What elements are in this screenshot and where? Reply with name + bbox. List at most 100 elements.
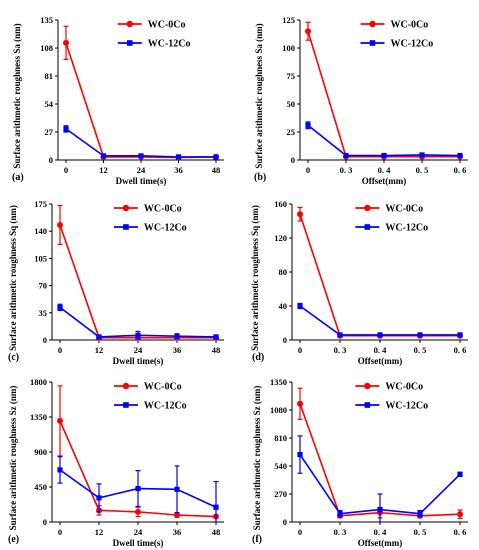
data-point	[417, 332, 423, 338]
x-tick-label: 36	[173, 345, 182, 355]
series-line	[299, 213, 460, 337]
x-tick-label: 0. 3	[334, 527, 347, 537]
legend-entry: WC-12Co	[355, 223, 428, 234]
legend-marker	[364, 204, 371, 212]
legend-label: WC-12Co	[385, 401, 428, 412]
panel-c: 0 35 70 105 140 175 0 12 24 36 48 Dwell time(s) Surf…	[8, 199, 224, 366]
series-WC-12Co	[297, 302, 463, 338]
data-point	[174, 512, 180, 518]
x-tick-label: 36	[174, 165, 183, 175]
legend-entry: WC-0Co	[117, 20, 186, 31]
x-tick-label: 36	[173, 527, 182, 537]
data-point	[57, 304, 63, 310]
data-point	[63, 126, 69, 132]
panel-e: 0 450 900 1350 1800 0 12 24 36 48 Dwell time(s) Sur…	[8, 377, 224, 548]
series-line	[65, 42, 217, 159]
series-line	[299, 305, 460, 336]
data-point	[337, 511, 343, 517]
y-axis-label: Surface arithmetic roughness Sa (nm)	[12, 23, 22, 168]
y-axis-label: Surface arithmetic roughness Sa (nm)	[254, 23, 264, 168]
data-point	[213, 504, 219, 510]
series-WC-12Co	[305, 121, 463, 159]
legend-label: WC-0Co	[390, 20, 428, 31]
series-WC-12Co	[63, 125, 219, 160]
y-tick-label: 540	[274, 461, 287, 471]
y-tick-label: 105	[34, 253, 47, 263]
x-tick-label: 0. 4	[374, 345, 388, 355]
y-axis-label: Surface arithmetic roughness Sq (nm)	[8, 205, 18, 351]
y-tick-label: 25	[287, 127, 296, 137]
x-tick-label: 12	[95, 345, 104, 355]
x-tick-label: 48	[212, 345, 221, 355]
legend-label: WC-0Co	[144, 382, 182, 393]
data-point	[96, 334, 102, 340]
y-tick-label: 175	[34, 199, 47, 209]
data-point	[419, 152, 425, 158]
x-tick-label: 48	[212, 165, 221, 175]
data-point	[135, 332, 141, 338]
legend-entry: WC-0Co	[113, 382, 182, 393]
legend-entry: WC-0Co	[355, 204, 423, 215]
x-tick-label: 0. 6	[454, 527, 467, 537]
y-tick-label: 1080	[270, 405, 287, 415]
data-point	[305, 122, 311, 128]
panel-d: 0 40 80 120 160 0 0. 3 0. 4 0. 5 0. 6 Offset(mm) Su…	[250, 199, 468, 366]
y-tick-label: 0	[49, 155, 53, 165]
x-tick-label: 0. 6	[454, 165, 467, 175]
y-tick-label: 80	[279, 267, 288, 277]
data-point	[297, 211, 303, 218]
data-point	[457, 511, 463, 518]
x-tick-label: 0. 6	[454, 345, 467, 355]
legend-marker	[123, 402, 129, 408]
legend-marker	[364, 402, 371, 408]
series-line	[307, 124, 461, 157]
x-tick-label: 24	[134, 527, 143, 537]
data-point	[213, 334, 219, 340]
y-tick-label: 810	[274, 433, 287, 443]
y-tick-label: 1350	[270, 377, 287, 387]
y-tick-label: 0	[43, 335, 47, 345]
data-point	[417, 511, 423, 517]
legend-entry: WC-12Co	[355, 401, 428, 412]
data-point	[297, 303, 303, 309]
data-point	[343, 152, 349, 159]
data-point	[377, 332, 383, 338]
y-tick-label: 75	[287, 71, 296, 81]
legend-label: WC-12Co	[385, 223, 428, 234]
y-tick-label: 1800	[30, 377, 47, 387]
x-axis-label: Dwell time(s)	[113, 356, 164, 366]
y-tick-label: 0	[43, 517, 47, 527]
x-tick-label: 0. 5	[416, 165, 429, 175]
data-point	[57, 467, 63, 473]
legend-label: WC-12Co	[390, 39, 433, 50]
legend-marker	[369, 20, 376, 28]
series-line	[59, 224, 216, 339]
y-tick-label: 120	[274, 233, 287, 243]
x-tick-label: 24	[134, 345, 143, 355]
y-tick-label: 100	[282, 43, 295, 53]
legend-label: WC-0Co	[385, 204, 423, 215]
x-tick-label: 0	[306, 165, 310, 175]
x-tick-label: 12	[95, 527, 104, 537]
y-tick-label: 270	[274, 489, 287, 499]
x-tick-label: 0. 5	[414, 527, 427, 537]
data-point	[337, 332, 343, 338]
legend-marker	[122, 204, 130, 212]
series-WC-12Co	[297, 435, 463, 523]
x-tick-label: 0. 3	[334, 345, 347, 355]
y-tick-label: 140	[34, 226, 47, 236]
panel-a: 0 27 54 81 108 135 0 12 24 36 48 Dwell time(s) Surfa…	[12, 15, 224, 186]
x-tick-label: 0	[64, 165, 68, 175]
data-point	[213, 154, 219, 160]
legend-label: WC-12Co	[144, 223, 187, 234]
x-tick-label: 0. 4	[374, 527, 388, 537]
y-tick-label: 50	[287, 99, 296, 109]
x-axis-label: Dwell time(s)	[116, 176, 167, 186]
data-point	[57, 417, 63, 424]
x-axis-label: Offset(mm)	[362, 176, 406, 186]
data-point	[457, 332, 463, 338]
x-axis-label: Offset(mm)	[358, 538, 402, 548]
data-point	[377, 506, 383, 513]
y-axis-label: Surface arithmetic roughness Sz (nm)	[8, 386, 18, 531]
